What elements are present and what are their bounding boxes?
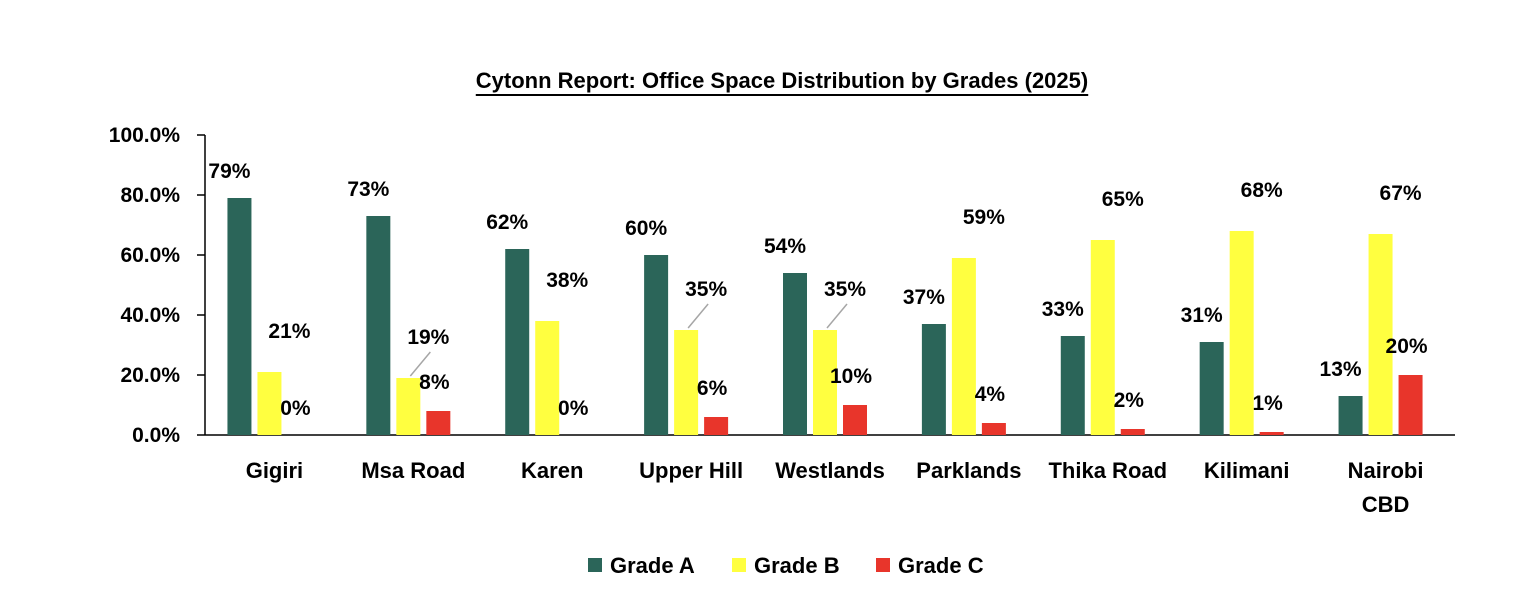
data-label: 21% bbox=[268, 320, 310, 343]
y-tick-label: 80.0% bbox=[120, 184, 180, 207]
category-labels-group: Gigiri Msa Road Karen Upper Hill Westlands Pa… bbox=[246, 458, 1424, 517]
bar-grade-c bbox=[981, 423, 1006, 435]
data-label: 62% bbox=[486, 211, 528, 234]
legend-label: Grade B bbox=[754, 553, 840, 578]
data-label: 37% bbox=[903, 286, 945, 309]
y-tick-label: 60.0% bbox=[120, 244, 180, 267]
bar-grade-b bbox=[1090, 240, 1115, 435]
bar-grade-a bbox=[1338, 396, 1363, 435]
category-label: Upper Hill bbox=[639, 458, 743, 483]
bar-grade-a bbox=[366, 216, 391, 435]
data-label: 59% bbox=[963, 206, 1005, 229]
data-label: 68% bbox=[1241, 179, 1283, 202]
bar-grade-b bbox=[1368, 234, 1393, 435]
bar-grade-b bbox=[951, 258, 976, 435]
bar-grade-a bbox=[227, 198, 252, 435]
data-label: 79% bbox=[208, 160, 250, 183]
category-label: Parklands bbox=[916, 458, 1021, 483]
bar-grade-a bbox=[644, 255, 669, 435]
bar-grade-a bbox=[783, 273, 807, 435]
category-label: Thika Road bbox=[1048, 458, 1167, 483]
legend-label: Grade A bbox=[610, 553, 695, 578]
legend-label: Grade C bbox=[898, 553, 984, 578]
bar-grade-a bbox=[921, 324, 946, 435]
data-label: 8% bbox=[419, 371, 450, 394]
label-leader-line bbox=[409, 351, 431, 377]
legend-swatch bbox=[588, 558, 602, 572]
data-labels-group: 79% 21% 0% 73% 19% 8% 62% 38% 0% 60% 35% 6% 54% 35% 10… bbox=[208, 160, 1427, 420]
bar-grade-a bbox=[1060, 336, 1085, 435]
bar-grade-b bbox=[813, 330, 837, 435]
bar-grade-b bbox=[1229, 231, 1254, 435]
chart-title: Cytonn Report: Office Space Distribution… bbox=[476, 68, 1088, 93]
legend-swatch bbox=[876, 558, 890, 572]
data-label: 54% bbox=[764, 235, 806, 258]
data-label: 19% bbox=[407, 326, 449, 349]
data-label: 38% bbox=[546, 269, 588, 292]
y-tick-label: 20.0% bbox=[120, 364, 180, 387]
bar-grade-b bbox=[674, 330, 699, 435]
category-label: Westlands bbox=[775, 458, 885, 483]
data-label: 67% bbox=[1380, 182, 1422, 205]
data-label: 1% bbox=[1252, 392, 1283, 415]
bar-grade-c bbox=[1120, 429, 1145, 435]
data-label: 31% bbox=[1181, 304, 1223, 327]
data-label: 35% bbox=[685, 278, 727, 301]
data-label: 35% bbox=[824, 278, 866, 301]
bar-grade-c bbox=[426, 411, 451, 435]
bar-grade-a bbox=[505, 249, 530, 435]
category-label: Kilimani bbox=[1204, 458, 1290, 483]
y-tick-label: 40.0% bbox=[120, 304, 180, 327]
bar-grade-a bbox=[1199, 342, 1224, 435]
data-label: 10% bbox=[830, 365, 872, 388]
label-leader-line bbox=[687, 303, 709, 329]
y-tick-label: 0.0% bbox=[132, 424, 180, 447]
data-label: 60% bbox=[625, 217, 667, 240]
bar-grade-b bbox=[396, 378, 421, 435]
bar-grade-b bbox=[535, 321, 560, 435]
category-label: Karen bbox=[521, 458, 583, 483]
data-label: 73% bbox=[347, 178, 389, 201]
bar-grade-c bbox=[1398, 375, 1423, 435]
y-tick-label: 100.0% bbox=[109, 124, 181, 147]
bars-group bbox=[227, 198, 1423, 435]
data-label: 0% bbox=[558, 397, 589, 420]
data-label: 6% bbox=[697, 377, 728, 400]
category-label: CBD bbox=[1362, 492, 1410, 517]
data-label: 13% bbox=[1320, 358, 1362, 381]
data-label: 33% bbox=[1042, 298, 1084, 321]
label-leader-line bbox=[826, 303, 848, 329]
legend-swatch bbox=[732, 558, 746, 572]
category-label: Nairobi bbox=[1348, 458, 1424, 483]
data-label: 0% bbox=[280, 397, 311, 420]
bar-grade-b bbox=[257, 372, 282, 435]
bar-grade-c bbox=[1259, 432, 1284, 435]
legend: Grade A Grade B Grade C bbox=[588, 553, 984, 578]
data-label: 65% bbox=[1102, 188, 1144, 211]
data-label: 4% bbox=[975, 383, 1006, 406]
category-label: Gigiri bbox=[246, 458, 303, 483]
category-label: Msa Road bbox=[361, 458, 465, 483]
data-label: 2% bbox=[1114, 389, 1145, 412]
y-axis-ticks: 0.0% 20.0% 40.0% 60.0% 80.0% 100.0% bbox=[109, 124, 205, 447]
bar-grade-c bbox=[843, 405, 867, 435]
data-label: 20% bbox=[1386, 335, 1428, 358]
bar-grade-c bbox=[704, 417, 729, 435]
